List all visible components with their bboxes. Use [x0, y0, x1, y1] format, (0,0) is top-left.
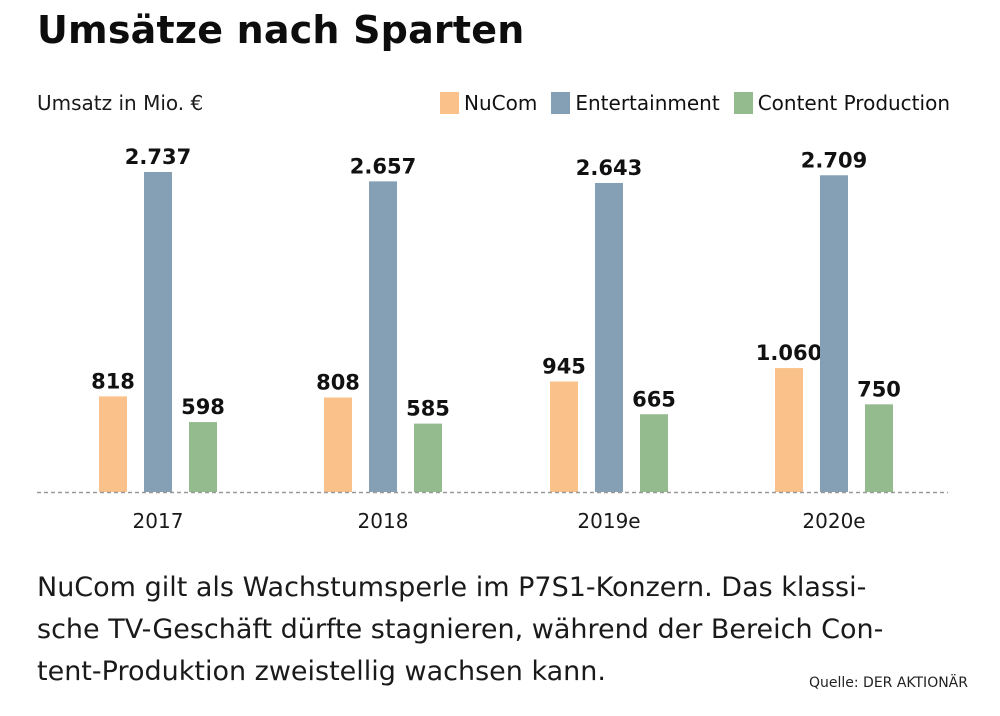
bar-content-production-2018 [414, 423, 442, 492]
chart-title: Umsätze nach Sparten [37, 8, 525, 52]
caption-line-2: sche TV-Geschäft dürfte stagnieren, währ… [37, 614, 884, 645]
data-label-content-production-2017: 598 [181, 395, 225, 419]
bar-content-production-2020e [865, 404, 893, 492]
legend-label-content-production: Content Production [757, 91, 950, 115]
data-label-nucom-2018: 808 [316, 371, 360, 395]
data-label-entertainment-2018: 2.657 [350, 154, 416, 178]
bar-nucom-2018 [324, 397, 352, 492]
legend-item-entertainment: Entertainment [551, 91, 720, 115]
bar-entertainment-2019e [595, 182, 623, 492]
data-label-nucom-2019e: 945 [542, 355, 586, 379]
legend-item-content-production: Content Production [733, 91, 950, 115]
x-tick-label-2018: 2018 [358, 509, 409, 533]
legend-swatch-content-production [733, 92, 753, 114]
x-tick-label-2020e: 2020e [802, 509, 865, 533]
data-label-content-production-2020e: 750 [857, 377, 901, 401]
legend: NuCom Entertainment Content Production [426, 91, 950, 115]
bar-entertainment-2017 [144, 172, 172, 492]
x-tick-label-2017: 2017 [133, 509, 184, 533]
legend-label-nucom: NuCom [464, 91, 538, 115]
data-label-nucom-2020e: 1.060 [756, 341, 822, 365]
bar-chart: 818 2.737 598 2017 808 2.657 585 2018 945 2.643 66… [37, 145, 948, 533]
data-label-entertainment-2019e: 2.643 [576, 156, 642, 180]
data-label-content-production-2019e: 665 [632, 387, 676, 411]
bar-nucom-2017 [99, 396, 127, 492]
bar-nucom-2019e [550, 381, 578, 492]
bar-content-production-2019e [640, 414, 668, 492]
data-label-entertainment-2020e: 2.709 [801, 148, 867, 172]
legend-label-entertainment: Entertainment [575, 91, 720, 115]
caption-line-1: NuCom gilt als Wachstumsperle im P7S1-Ko… [37, 572, 867, 603]
bar-content-production-2017 [189, 422, 217, 492]
data-label-nucom-2017: 818 [91, 369, 135, 393]
x-tick-label-2019e: 2019e [577, 509, 640, 533]
bar-nucom-2020e [775, 368, 803, 492]
data-label-content-production-2018: 585 [406, 397, 450, 421]
legend-item-nucom: NuCom [440, 91, 537, 115]
legend-swatch-nucom [440, 92, 460, 114]
legend-swatch-entertainment [551, 92, 571, 114]
data-label-entertainment-2017: 2.737 [125, 145, 191, 169]
unit-label: Umsatz in Mio. € [37, 91, 204, 115]
caption-line-3: tent-Produktion zweistellig wachsen kann… [37, 656, 606, 687]
caption: NuCom gilt als Wachstumsperle im P7S1-Ko… [37, 567, 937, 693]
source-note: Quelle: DER AKTIONÄR [808, 675, 968, 691]
bar-entertainment-2018 [369, 181, 397, 492]
bar-entertainment-2020e [820, 175, 848, 492]
